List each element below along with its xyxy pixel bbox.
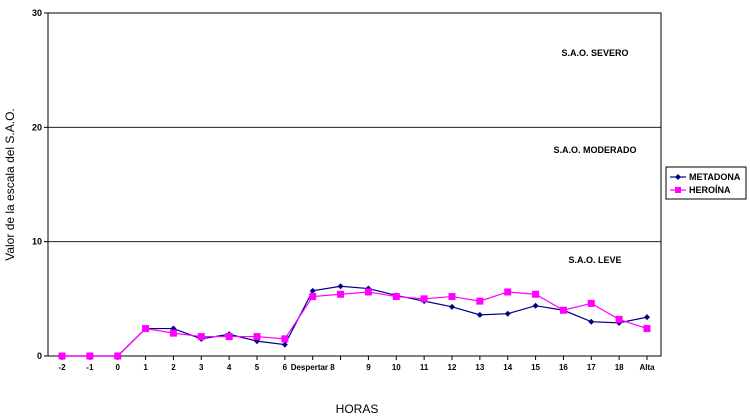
y-tick-label: 0 bbox=[37, 351, 42, 361]
x-tick-label: 15 bbox=[531, 363, 540, 372]
x-tick-label: 10 bbox=[392, 363, 401, 372]
x-tick-label: -2 bbox=[58, 363, 66, 372]
data-point bbox=[588, 318, 595, 325]
x-tick-label: 4 bbox=[227, 363, 232, 372]
data-point bbox=[86, 352, 94, 360]
zone-label: S.A.O. SEVERO bbox=[561, 48, 628, 58]
data-point bbox=[476, 311, 483, 318]
x-tick-label: 0 bbox=[115, 363, 120, 372]
data-point bbox=[559, 306, 567, 314]
legend-entry: METADONA bbox=[689, 172, 741, 182]
data-point bbox=[449, 303, 455, 310]
data-point bbox=[281, 341, 288, 348]
data-point bbox=[476, 297, 484, 305]
data-point bbox=[532, 302, 539, 309]
data-point bbox=[58, 352, 66, 360]
legend-marker bbox=[675, 174, 681, 180]
data-point bbox=[142, 325, 150, 333]
data-point bbox=[644, 314, 650, 321]
x-tick-label: 3 bbox=[199, 363, 204, 372]
x-tick-label: 12 bbox=[448, 363, 457, 372]
zone-label: S.A.O. LEVE bbox=[568, 255, 621, 265]
x-tick-label: 13 bbox=[475, 363, 484, 372]
x-tick-label: 1 bbox=[143, 363, 148, 372]
data-point bbox=[504, 288, 512, 296]
series-line bbox=[62, 291, 648, 357]
x-tick-label: 6 bbox=[283, 363, 288, 372]
x-tick-label: 5 bbox=[255, 363, 260, 372]
y-tick-label: 10 bbox=[32, 237, 42, 247]
x-tick-label: 9 bbox=[366, 363, 371, 372]
y-axis-title: Valor de la escala del S.A.O. bbox=[3, 108, 17, 261]
x-tick-labels: -2 -1 0 1 2 3 4 5 6 Despertar 8 9 10 11 12 13 14 15 16 17 1… bbox=[58, 363, 655, 372]
data-point bbox=[504, 310, 511, 317]
data-point bbox=[337, 290, 345, 298]
x-tick-label: 18 bbox=[615, 363, 624, 372]
data-point bbox=[587, 299, 595, 307]
data-point bbox=[197, 333, 205, 341]
y-tick-label: 30 bbox=[32, 8, 42, 18]
x-tick-label: 2 bbox=[171, 363, 176, 372]
data-point bbox=[225, 333, 233, 341]
legend-marker bbox=[675, 187, 681, 193]
legend: METADONA HEROÍNA bbox=[665, 166, 747, 200]
axes bbox=[44, 12, 662, 360]
legend-entry: HEROÍNA bbox=[689, 185, 731, 195]
data-point bbox=[114, 352, 122, 360]
series-line bbox=[62, 285, 648, 357]
data-point bbox=[169, 329, 177, 337]
data-point bbox=[532, 290, 540, 298]
x-tick-label: 14 bbox=[503, 363, 512, 372]
series-lines bbox=[58, 283, 651, 360]
x-tick-label: Despertar 8 bbox=[291, 363, 336, 372]
x-tick-label: 16 bbox=[559, 363, 568, 372]
x-tick-label: -1 bbox=[86, 363, 94, 372]
data-point bbox=[309, 293, 317, 301]
data-point bbox=[420, 295, 428, 303]
data-point bbox=[337, 283, 344, 290]
data-point bbox=[364, 288, 372, 296]
y-tick-labels: 0 10 20 30 bbox=[32, 8, 42, 361]
data-point bbox=[392, 293, 400, 301]
y-tick-label: 20 bbox=[32, 122, 42, 132]
data-point bbox=[448, 293, 456, 301]
x-tick-label: 17 bbox=[587, 363, 596, 372]
x-axis-title: HORAS bbox=[336, 402, 379, 416]
data-point bbox=[643, 325, 651, 333]
zone-label: S.A.O. MODERADO bbox=[553, 145, 636, 155]
data-point bbox=[281, 335, 289, 343]
legend-box bbox=[665, 166, 747, 200]
zone-annotations: S.A.O. SEVERO S.A.O. MODERADO S.A.O. LEVE bbox=[553, 48, 636, 265]
data-point bbox=[309, 287, 316, 294]
x-tick-label: Alta bbox=[639, 363, 655, 372]
x-tick-label: 11 bbox=[420, 363, 429, 372]
data-point bbox=[615, 315, 623, 323]
data-point bbox=[253, 333, 261, 341]
plot-frame bbox=[47, 12, 662, 357]
